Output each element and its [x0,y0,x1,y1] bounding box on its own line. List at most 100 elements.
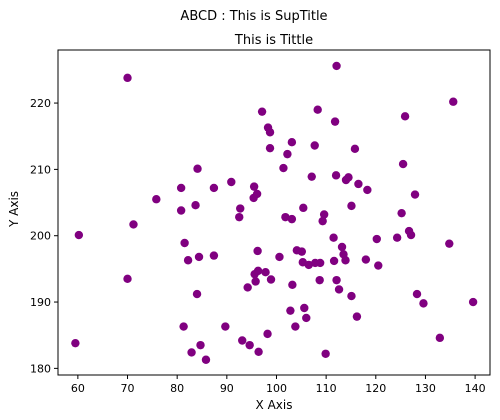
scatter-point [299,203,308,213]
x-tick-label: 60 [71,382,85,395]
x-tick-label: 90 [220,382,234,395]
scatter-point [227,177,236,187]
scatter-point [412,289,422,299]
scatter-point [331,171,341,180]
scatter-point [257,107,267,116]
scatter-point [201,355,211,364]
scatter-point [287,214,297,224]
scatter-point [315,258,325,268]
scatter-point [398,159,408,169]
scatter-point [287,137,297,147]
scatter-point [315,275,324,285]
scatter-point [347,201,356,211]
scatter-point [253,246,262,256]
scatter-point [253,266,263,276]
scatter-point [235,212,244,222]
scatter-point [123,274,132,284]
scatter-point [123,73,132,83]
scatter-point [318,216,327,226]
scatter-point [321,349,330,358]
scatter-point [252,189,262,199]
x-tick-label: 110 [316,382,337,395]
y-tick-label: 180 [30,362,51,375]
scatter-point [374,261,383,270]
scatter-point [236,204,245,213]
x-tick-label: 70 [121,382,135,395]
scatter-point [313,105,322,114]
scatter-point [300,303,309,313]
scatter-point [406,230,416,240]
scatter-point [187,348,196,357]
scatter-point [363,185,372,195]
y-tick-label: 210 [30,163,51,176]
scatter-point [307,172,316,181]
scatter-point [180,238,189,248]
scatter-point [419,299,428,308]
scatter-point [347,291,356,301]
scatter-point [283,149,292,159]
scatter-point [251,277,260,286]
scatter-point [196,340,205,350]
scatter-point [243,283,252,292]
scatter-point [152,195,161,204]
scatter-point [194,252,204,262]
scatter-point [209,183,219,193]
scatter-point [261,267,270,277]
scatter-point [397,208,406,218]
scatter-point [265,128,275,137]
scatter-point [291,322,300,331]
y-tick-label: 190 [30,296,51,309]
scatter-point [352,312,362,321]
scatter-point [176,183,186,193]
scatter-point [266,275,276,284]
x-tick-label: 120 [365,382,386,395]
scatter-point [329,256,339,266]
scatter-point [279,163,288,173]
axes-frame [57,49,491,376]
scatter-point [302,313,311,323]
scatter-point [192,289,202,299]
scatter-point [176,206,186,215]
scatter-point [263,329,272,339]
x-tick-label: 80 [170,382,184,395]
scatter-point [281,212,290,222]
x-tick-label: 100 [266,382,287,395]
scatter-point [209,251,219,260]
scatter-point [191,201,200,210]
x-tick-label: 140 [465,382,486,395]
scatter-point [334,285,344,294]
scatter-point [449,97,458,106]
scatter-point [332,61,341,71]
scatter-point [400,112,410,121]
scatter-point [265,143,275,153]
x-tick-label: 130 [415,382,436,395]
scatter-point [254,347,263,356]
chart-title: This is Tittle [234,33,313,48]
scatter-point [304,260,313,270]
scatter-point [344,173,353,182]
scatter-point [361,255,371,264]
scatter-point [238,336,247,345]
scatter-point [275,252,284,262]
scatter-point [319,210,329,219]
scatter-point [329,233,338,242]
scatter-point [245,340,254,350]
scatter-point [332,275,341,285]
scatter-point [468,297,478,307]
scatter-point [193,164,202,173]
scatter-point [71,338,80,348]
y-axis-label: Y Axis [7,191,21,228]
scatter-point [179,322,188,331]
x-axis-label: X Axis [256,398,293,412]
scatter-point [74,230,84,240]
scatter-point [410,190,420,199]
scatter-point [221,322,230,331]
scatter-point [297,247,307,256]
scatter-point [288,280,297,289]
scatter-point [183,256,193,265]
scatter-point [129,220,138,229]
scatter-point [354,179,363,189]
chart-suptitle: ABCD : This is SupTitle [180,9,327,24]
